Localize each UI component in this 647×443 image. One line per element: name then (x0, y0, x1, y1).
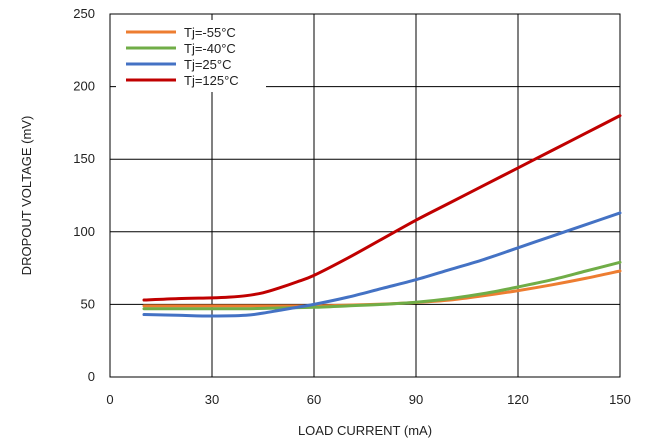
y-axis-ticks: 0 50 100 150 200 250 (73, 6, 95, 384)
y-tick-label: 200 (73, 79, 95, 94)
x-tick-label: 0 (106, 392, 113, 407)
x-tick-label: 120 (507, 392, 529, 407)
series-lines (142, 114, 622, 318)
legend-label-0: Tj=-55°C (184, 25, 236, 40)
plot-area-frame (109, 13, 621, 378)
y-tick-label: 250 (73, 6, 95, 21)
x-axis-label: LOAD CURRENT (mA) (298, 423, 432, 438)
legend-label-2: Tj=25°C (184, 57, 231, 72)
x-tick-label: 150 (609, 392, 631, 407)
legend: Tj=-55°CTj=-40°CTj=25°CTj=125°C (116, 20, 266, 92)
series-line-1 (142, 260, 622, 311)
series-line-3 (142, 114, 622, 302)
legend-label-3: Tj=125°C (184, 73, 239, 88)
legend-label-1: Tj=-40°C (184, 41, 236, 56)
series-line-2 (142, 211, 622, 318)
y-axis-label: DROPOUT VOLTAGE (mV) (19, 116, 34, 276)
y-tick-label: 50 (81, 296, 95, 311)
x-tick-label: 60 (307, 392, 321, 407)
x-tick-label: 30 (205, 392, 219, 407)
x-axis-ticks: 0 30 60 90 120 150 (106, 392, 630, 407)
y-tick-label: 0 (88, 369, 95, 384)
y-tick-label: 100 (73, 224, 95, 239)
x-tick-label: 90 (409, 392, 423, 407)
y-tick-label: 150 (73, 151, 95, 166)
